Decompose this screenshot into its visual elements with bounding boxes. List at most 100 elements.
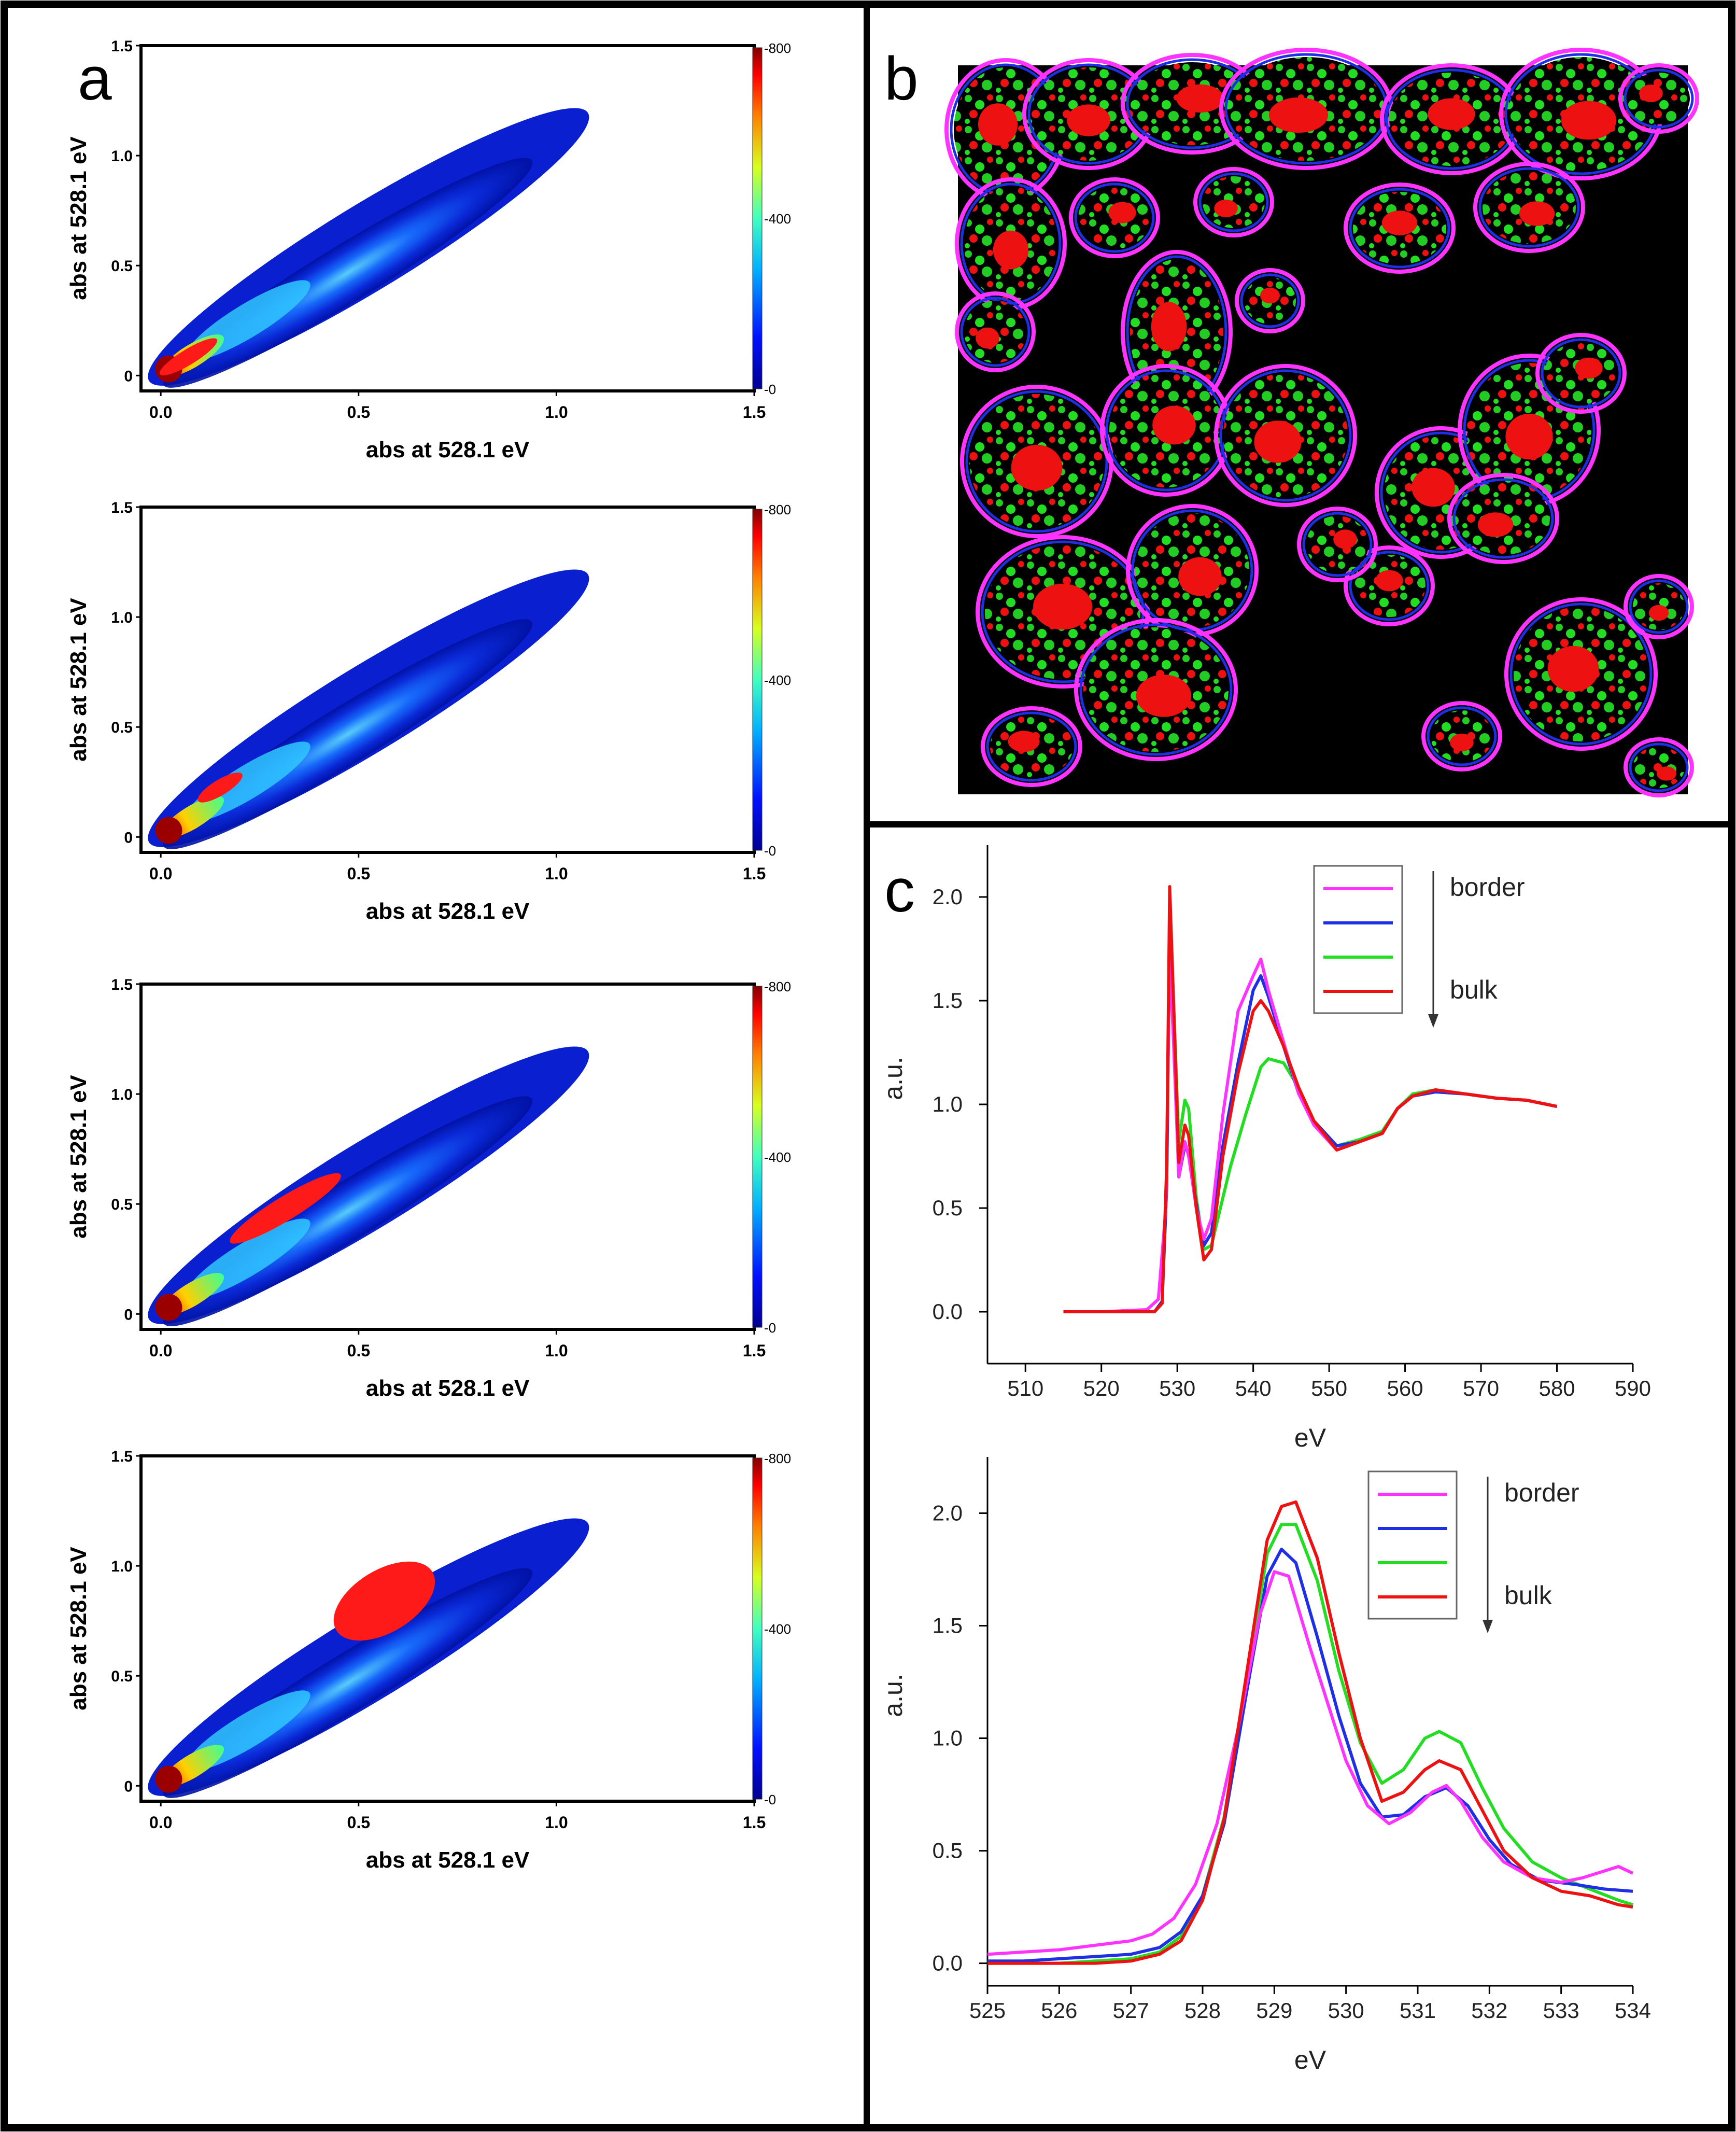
x-tick-label: 530 [1159,1376,1195,1400]
x-tick-label: 527 [1113,1998,1149,2023]
colorbar [752,1457,763,1800]
series-line-green [987,1523,1633,1965]
series-line-magenta [987,1570,1634,1956]
selected-region [333,1561,435,1641]
legend-label-bulk: bulk [1504,1581,1552,1610]
particle-core [1428,98,1475,130]
y-tick-label: 1.0 [933,1092,963,1116]
selected-region [230,1173,341,1244]
series-line-blue [987,1548,1633,1963]
y-tick-label: 1.0 [111,1086,133,1103]
particle-shell [1349,188,1450,269]
colorbar [752,509,763,851]
x-axis-label: eV [1294,1423,1326,1452]
y-axis-label: abs at 528.1 eV [66,1547,91,1710]
y-tick-label: 0.5 [933,1839,963,1863]
plot-area [148,108,589,388]
y-tick-label: 1.0 [111,148,133,165]
particle-core [1381,211,1418,235]
selected-region [197,772,243,803]
particle-border [1193,167,1274,237]
heatmap-a3: 0.0 0.5 1.0 1.5 0 0.5 1.0 1.5 abs at 528.1 eV abs… [66,976,791,1401]
x-tick-label: 531 [1400,1998,1436,2023]
particle-shell [1302,512,1373,577]
x-tick-label: 1.5 [743,864,766,883]
density-max [155,1765,182,1793]
x-tick-label: 1.0 [545,864,568,883]
x-tick-label: 520 [1083,1376,1120,1400]
panel-label-b: b [884,45,919,113]
particle-core [1176,84,1224,113]
x-tick-label: 1.5 [743,403,766,422]
y-tick-label: 0 [124,829,133,846]
legend-box [1313,865,1403,1014]
particle-core [1136,675,1192,717]
colorbar-tick-label: -800 [764,1451,791,1466]
particle-border [1297,507,1378,582]
particle-shell [960,183,1062,305]
x-axis-label: abs at 528.1 eV [366,1847,530,1873]
x-tick-label: 560 [1387,1376,1423,1400]
y-axis-label: abs at 528.1 eV [66,598,91,762]
heatmap-a4: 0.0 0.5 1.0 1.5 0 0.5 1.0 1.5 abs at 528.1 eV abs… [66,1448,791,1873]
colorbar-tick-label: -800 [764,40,791,56]
particle-body [1633,747,1685,788]
particle-border [1214,364,1357,507]
panel-a-heatmaps: 0.0 0.5 1.0 1.5 0 0.5 1.0 1.5 abs at 528.1 eV abs… [66,38,791,1873]
y-tick-label: 0.0 [933,1951,963,1975]
y-axis-label: abs at 528.1 eV [66,136,91,300]
x-axis-label: eV [1294,2045,1326,2074]
particle-core [1477,512,1514,537]
particle-border [1624,737,1694,797]
particle-border [1421,701,1502,772]
x-tick-label: 0.0 [149,1813,172,1832]
y-axis-label: a.u. [879,1674,908,1717]
particle-shell [1427,706,1497,766]
y-tick-label: 0.5 [933,1196,963,1220]
legend-label-border: border [1450,873,1525,902]
x-tick-label: 0.5 [347,864,370,883]
x-tick-label: 0.5 [347,1341,370,1360]
density-core [163,1568,533,1798]
x-tick-label: 1.0 [545,1341,568,1360]
heatmap-a2: 0.0 0.5 1.0 1.5 0 0.5 1.0 1.5 abs at 528.1 eV abs… [66,499,791,924]
particle-shell [1541,338,1621,409]
particle-core [1519,201,1555,226]
particle-shell [1629,579,1689,634]
colorbar-tick-label: -800 [764,502,791,517]
particle-core [1067,104,1110,136]
density-max [155,1294,182,1321]
colorbar-tick-label: -400 [764,1621,791,1637]
y-tick-label: 1.0 [933,1726,963,1750]
x-tick-label: 0.0 [149,403,172,422]
y-tick-label: 0.5 [111,1196,133,1213]
plot-area [148,1046,589,1326]
legend-box [1367,1470,1458,1620]
density-core [163,158,533,388]
y-tick-label: 1.0 [111,609,133,626]
y-tick-label: 0.5 [111,719,133,736]
particle-shell [1198,172,1269,232]
particle-border [1344,183,1456,274]
y-tick-label: 1.0 [111,1558,133,1575]
panel-label-c: c [884,857,915,925]
heatmap-a1: 0.0 0.5 1.0 1.5 0 0.5 1.0 1.5 abs at 528.1 eV abs… [66,38,791,462]
particle-core [1450,734,1474,751]
particle-core [993,230,1029,270]
particle-border [955,291,1036,372]
particle-core [1269,97,1328,133]
x-tick-label: 530 [1328,1998,1364,2023]
x-tick-label: 534 [1615,1998,1651,2023]
y-tick-label: 1.5 [111,976,133,993]
particle-border [1344,545,1435,626]
particle-border [981,706,1082,787]
series-line-red [1063,885,1558,1313]
particle-shell [986,711,1077,782]
particle-core [1547,646,1599,692]
particle-core [1254,420,1302,463]
particle-shell [1349,551,1430,621]
particle-core [1151,302,1187,352]
spectrum-plot-c2: 525 526 527 528 529 530 531 532 533 534 0.0 0.5 1.0 1… [879,1457,1651,2074]
particle-shell [1074,183,1155,253]
